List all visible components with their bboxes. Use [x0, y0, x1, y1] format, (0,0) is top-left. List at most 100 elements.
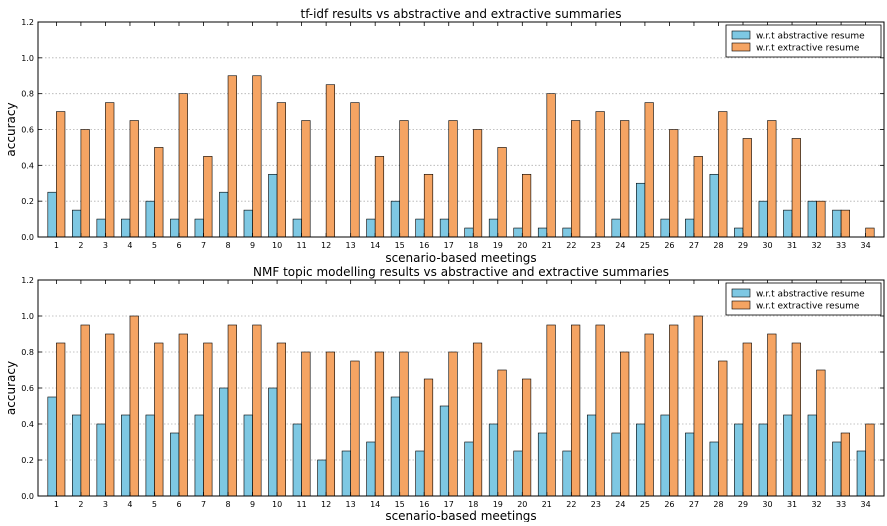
- bar-extractive-29: [742, 138, 752, 238]
- bar-abstractive-8: [219, 191, 229, 238]
- legend-swatch-extractive: [731, 42, 751, 52]
- bar-extractive-31: [791, 138, 801, 238]
- x-tick-label: 24: [615, 500, 625, 509]
- bar-abstractive-3: [96, 218, 106, 238]
- x-tick-label: 18: [468, 500, 478, 509]
- legend-label-extractive: w.r.t extractive resume: [756, 302, 860, 312]
- y-tick-label: 0.2: [21, 197, 34, 206]
- y-tick-label: 0.0: [21, 492, 34, 501]
- bar-abstractive-23: [586, 414, 597, 497]
- bar-abstractive-4: [121, 414, 131, 497]
- x-tick-label: 2: [78, 500, 83, 509]
- x-tick-label: 1: [54, 241, 59, 250]
- bar-extractive-10: [276, 342, 286, 497]
- bar-extractive-21: [546, 324, 556, 497]
- x-tick-label: 14: [370, 500, 380, 509]
- bar-extractive-28: [718, 360, 728, 497]
- bar-extractive-4: [129, 315, 139, 497]
- bar-abstractive-31: [783, 414, 793, 497]
- x-tick-label: 29: [738, 241, 748, 250]
- x-tick-label: 23: [591, 241, 601, 250]
- y-tick-label: 1.0: [21, 312, 34, 321]
- legend-label-extractive: w.r.t extractive resume: [756, 44, 860, 54]
- x-tick-label: 26: [664, 241, 674, 250]
- chart-panel-1: 0.00.20.40.60.81.01.21 2 3 4 5 6 7 8 9 10 11 12 13 14…: [4, 7, 885, 265]
- bar-extractive-34: [865, 227, 875, 238]
- x-tick-label: 5: [152, 241, 157, 250]
- bar-extractive-24: [620, 351, 630, 497]
- legend-swatch-abstractive: [731, 288, 751, 298]
- bar-abstractive-29: [734, 227, 744, 238]
- bar-extractive-13: [350, 360, 360, 497]
- y-tick-label: 0.6: [21, 126, 34, 135]
- bar-extractive-19: [497, 369, 507, 497]
- bar-extractive-24: [620, 120, 630, 238]
- bar-extractive-10: [276, 102, 286, 238]
- bar-abstractive-34: [856, 450, 866, 497]
- bar-extractive-17: [448, 351, 458, 497]
- bar-abstractive-8: [219, 387, 229, 497]
- bar-extractive-18: [472, 129, 483, 238]
- bar-abstractive-26: [660, 414, 670, 497]
- x-tick-label: 9: [250, 500, 255, 509]
- x-tick-label: 6: [176, 500, 181, 509]
- bar-abstractive-9: [243, 209, 253, 238]
- bar-abstractive-9: [243, 414, 253, 497]
- bar-extractive-2: [80, 129, 90, 238]
- y-tick-label: 1.2: [21, 18, 34, 27]
- bar-extractive-12: [325, 84, 336, 238]
- y-tick-label: 0.8: [21, 348, 34, 357]
- bar-extractive-5: [154, 147, 164, 238]
- bar-extractive-32: [816, 369, 826, 497]
- y-tick-label: 0.4: [21, 420, 34, 429]
- y-tick-label: 0.2: [21, 456, 34, 465]
- x-tick-label: 4: [127, 241, 132, 250]
- bar-abstractive-5: [145, 200, 155, 238]
- bar-abstractive-10: [268, 173, 278, 238]
- x-tick-label: 28: [713, 241, 723, 250]
- bar-abstractive-18: [464, 227, 474, 238]
- bar-extractive-14: [374, 351, 385, 497]
- chart-title: NMF topic modelling results vs abstracti…: [253, 265, 669, 279]
- x-tick-label: 31: [787, 500, 797, 509]
- bar-abstractive-22: [562, 450, 572, 497]
- x-tick-label: 3: [103, 500, 108, 509]
- x-tick-label: 23: [591, 500, 601, 509]
- bar-extractive-22: [571, 120, 581, 238]
- bar-extractive-16: [423, 378, 434, 497]
- bar-extractive-23: [595, 111, 605, 238]
- y-axis-label: accuracy: [4, 361, 18, 415]
- x-tick-label: 33: [836, 500, 846, 509]
- bar-abstractive-15: [390, 396, 400, 497]
- legend-swatch-extractive: [731, 300, 751, 310]
- bar-extractive-14: [374, 156, 385, 238]
- bar-abstractive-25: [636, 423, 646, 497]
- bar-abstractive-7: [194, 218, 204, 238]
- bar-abstractive-18: [464, 441, 474, 497]
- bar-extractive-8: [227, 324, 237, 497]
- bar-extractive-32: [816, 200, 826, 238]
- bar-abstractive-33: [832, 441, 842, 497]
- legend-swatch-abstractive: [731, 30, 751, 40]
- x-tick-label: 21: [542, 500, 552, 509]
- bar-extractive-16: [423, 173, 434, 238]
- bar-extractive-34: [865, 423, 875, 497]
- x-tick-label: 3: [103, 241, 108, 250]
- bar-abstractive-32: [807, 414, 817, 497]
- bar-extractive-21: [546, 93, 556, 238]
- bar-extractive-18: [472, 342, 483, 497]
- x-tick-label: 10: [272, 500, 282, 509]
- x-tick-label: 30: [762, 500, 772, 509]
- bar-extractive-31: [791, 342, 801, 497]
- bar-extractive-30: [767, 333, 777, 497]
- x-tick-label: 25: [640, 241, 650, 250]
- y-tick-label: 1.0: [21, 54, 34, 63]
- plot-frame: [37, 279, 885, 497]
- bar-abstractive-11: [292, 423, 302, 497]
- x-tick-label: 11: [297, 500, 307, 509]
- bar-extractive-9: [252, 324, 262, 497]
- plot-frame: [37, 21, 885, 238]
- bar-extractive-25: [644, 333, 654, 497]
- bar-extractive-15: [399, 351, 409, 497]
